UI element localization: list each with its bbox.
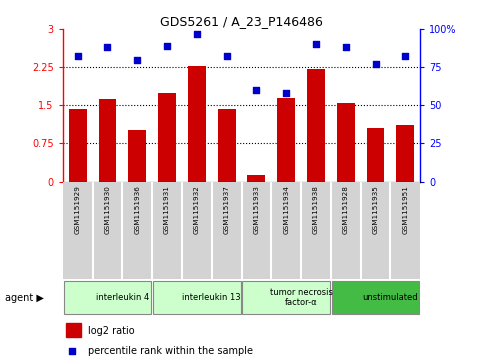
Bar: [302, 183, 330, 278]
Text: GSM1151931: GSM1151931: [164, 185, 170, 234]
Bar: [242, 183, 270, 278]
Text: percentile rank within the sample: percentile rank within the sample: [88, 346, 253, 356]
Text: GSM1151935: GSM1151935: [372, 185, 379, 234]
Bar: [66, 323, 81, 338]
Bar: [213, 183, 241, 278]
Text: GSM1151951: GSM1151951: [402, 185, 408, 234]
Bar: [99, 99, 116, 182]
Point: [253, 87, 260, 93]
Title: GDS5261 / A_23_P146486: GDS5261 / A_23_P146486: [160, 15, 323, 28]
Point: [74, 54, 82, 60]
Bar: [337, 103, 355, 182]
Point: [342, 44, 350, 50]
Bar: [367, 128, 384, 182]
Point: [401, 54, 409, 60]
Bar: [64, 281, 151, 314]
Bar: [69, 109, 86, 182]
Bar: [93, 183, 122, 278]
Text: GSM1151938: GSM1151938: [313, 185, 319, 234]
Text: unstimulated: unstimulated: [363, 293, 418, 302]
Bar: [158, 93, 176, 182]
Bar: [218, 109, 236, 182]
Text: GSM1151936: GSM1151936: [134, 185, 140, 234]
Text: GSM1151928: GSM1151928: [343, 185, 349, 234]
Point: [312, 41, 320, 47]
Text: GSM1151933: GSM1151933: [254, 185, 259, 234]
Point: [282, 90, 290, 96]
Point: [68, 348, 75, 354]
Bar: [272, 183, 300, 278]
Bar: [331, 183, 360, 278]
Text: GSM1151932: GSM1151932: [194, 185, 200, 234]
Text: GSM1151930: GSM1151930: [104, 185, 111, 234]
Bar: [391, 183, 420, 278]
Bar: [153, 281, 241, 314]
Text: log2 ratio: log2 ratio: [88, 326, 134, 336]
Bar: [247, 175, 265, 182]
Bar: [277, 98, 295, 182]
Text: interleukin 4: interleukin 4: [96, 293, 149, 302]
Text: GSM1151929: GSM1151929: [75, 185, 81, 234]
Text: agent ▶: agent ▶: [5, 293, 43, 303]
Bar: [307, 69, 325, 182]
Text: GSM1151937: GSM1151937: [224, 185, 229, 234]
Bar: [63, 183, 92, 278]
Bar: [332, 281, 419, 314]
Point: [104, 44, 112, 50]
Text: interleukin 13: interleukin 13: [183, 293, 241, 302]
Bar: [397, 125, 414, 182]
Point: [223, 54, 230, 60]
Point: [372, 61, 380, 67]
Bar: [361, 183, 390, 278]
Bar: [123, 183, 152, 278]
Point: [133, 57, 141, 62]
Bar: [242, 281, 330, 314]
Bar: [188, 66, 206, 182]
Text: GSM1151934: GSM1151934: [283, 185, 289, 234]
Point: [163, 43, 171, 49]
Point: [193, 31, 201, 37]
Bar: [183, 183, 211, 278]
Text: tumor necrosis
factor-α: tumor necrosis factor-α: [270, 288, 332, 307]
Bar: [153, 183, 181, 278]
Bar: [128, 130, 146, 182]
